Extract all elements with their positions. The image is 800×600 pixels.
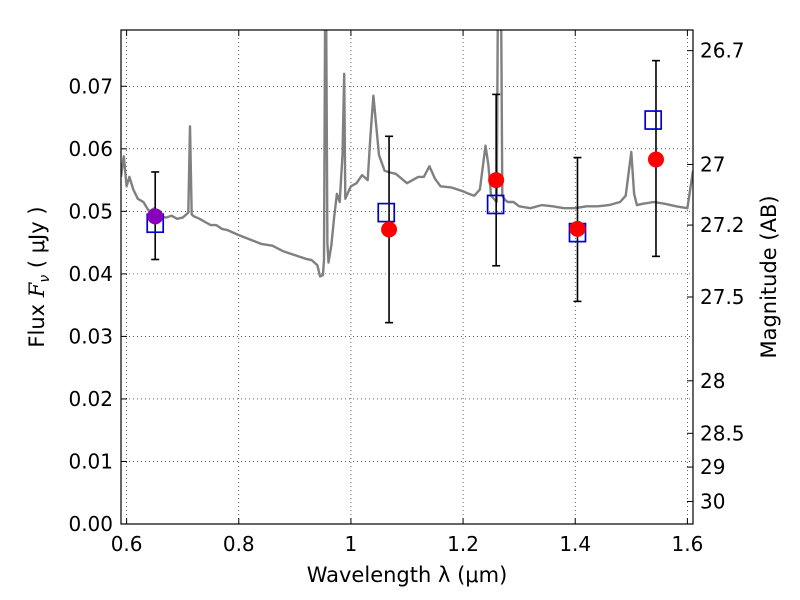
grid-lines bbox=[121, 30, 693, 525]
x-tick-label: 1.6 bbox=[671, 532, 703, 556]
x-tick-label: 1.4 bbox=[559, 532, 591, 556]
x-tick-label: 0.6 bbox=[111, 532, 143, 556]
y2-tick-label: 28.5 bbox=[700, 421, 745, 445]
observed-point bbox=[569, 220, 586, 237]
observed-point bbox=[647, 151, 664, 168]
y-tick-label: 0.01 bbox=[68, 449, 113, 473]
y-tick-label: 0.02 bbox=[68, 387, 113, 411]
y2-tick-label: 30 bbox=[700, 489, 725, 513]
right-axis-label: Magnitude (AB) bbox=[757, 195, 781, 358]
x-tick-label: 0.8 bbox=[223, 532, 255, 556]
first-band-point bbox=[147, 208, 164, 225]
y2-tick-label: 27.2 bbox=[700, 213, 745, 237]
plot-frame bbox=[120, 29, 694, 525]
model-spectrum-line bbox=[121, 30, 693, 278]
model-photometry-square bbox=[377, 202, 396, 223]
model-photometry-square bbox=[644, 110, 663, 130]
y-tick-label: 0.00 bbox=[68, 512, 113, 536]
y-tick-label: 0.05 bbox=[68, 199, 113, 223]
y-tick-label: 0.06 bbox=[68, 137, 113, 161]
model-photometry-square bbox=[486, 194, 505, 215]
plot-area bbox=[121, 30, 693, 324]
y2-tick-label: 27 bbox=[700, 152, 725, 176]
observed-point bbox=[488, 172, 505, 189]
y2-tick-label: 28 bbox=[700, 369, 725, 393]
y2-tick-label: 27.5 bbox=[700, 285, 745, 309]
y2-tick-label: 26.7 bbox=[700, 39, 745, 63]
x-tick-label: 1.2 bbox=[447, 532, 479, 556]
y2-tick-label: 29 bbox=[700, 455, 725, 479]
y-axis-label: Flux Fν ( μJy ) bbox=[25, 206, 53, 347]
y-tick-label: 0.04 bbox=[68, 262, 113, 286]
x-axis-label: Wavelength λ (μm) bbox=[307, 563, 508, 587]
y-tick-label: 0.03 bbox=[68, 324, 113, 348]
axis-ticks: 0.6 0.8 1 1.2 1.4 1.6 0.00 0.01 0.02 0.03 0.04 0.05… bbox=[68, 30, 745, 556]
x-tick-label: 1 bbox=[345, 532, 358, 556]
data-series bbox=[121, 30, 693, 324]
observed-point bbox=[381, 221, 398, 238]
y-tick-label: 0.07 bbox=[68, 74, 113, 98]
